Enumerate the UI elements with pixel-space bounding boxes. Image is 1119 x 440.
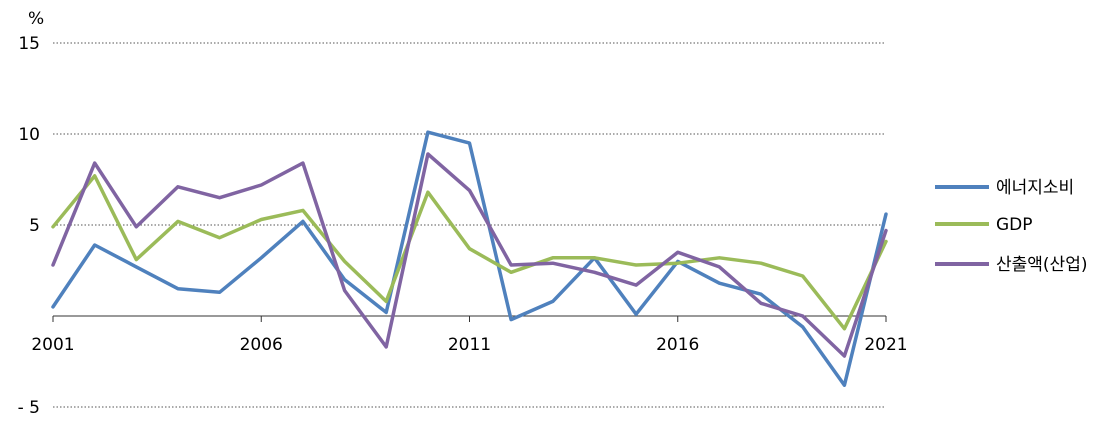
y-unit-label: %	[28, 9, 44, 29]
legend-label-0: 에너지소비	[996, 178, 1074, 198]
y-tick-label-3: - 5	[18, 398, 40, 418]
series-line-1	[51, 174, 888, 331]
series-lines	[51, 130, 888, 387]
x-tick-label-1: 2006	[240, 335, 283, 355]
legend-label-1: GDP	[996, 215, 1033, 235]
x-tick-label-4: 2021	[864, 335, 907, 355]
x-tick-label-3: 2016	[656, 335, 699, 355]
y-tick-label-2: 5	[29, 216, 40, 236]
y-tick-label-0: 15	[18, 34, 40, 54]
x-tick-label-2: 2011	[448, 335, 491, 355]
legend: 에너지소비 GDP 산출액(산업)	[935, 178, 1087, 275]
x-tick-label-0: 2001	[31, 335, 74, 355]
y-tick-label-1: 10	[18, 125, 40, 145]
x-tick-labels: 2001 2006 2011 2016 2021	[31, 335, 907, 355]
y-tick-labels: 15 10 5 - 5	[18, 34, 40, 418]
axes	[52, 315, 887, 322]
series-line-2	[51, 152, 888, 358]
legend-label-2: 산출액(산업)	[996, 255, 1087, 275]
grid	[53, 42, 886, 408]
